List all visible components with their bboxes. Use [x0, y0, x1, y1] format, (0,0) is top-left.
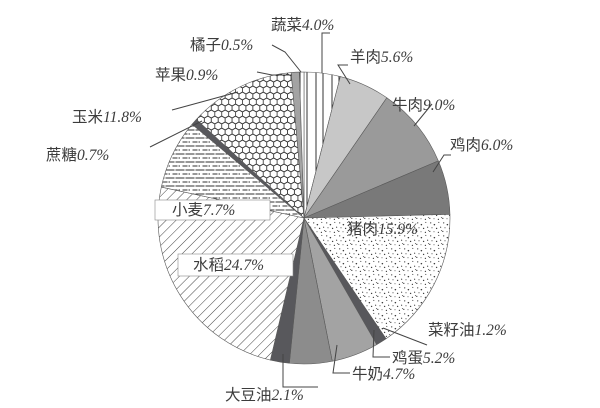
svg-text:牛奶4.7%: 牛奶4.7%	[352, 365, 415, 383]
svg-text:大豆油2.1%: 大豆油2.1%	[225, 386, 304, 404]
svg-text:菜籽油1.2%: 菜籽油1.2%	[428, 321, 507, 339]
svg-text:橘子0.5%: 橘子0.5%	[190, 36, 253, 54]
svg-text:水稻24.7%: 水稻24.7%	[193, 256, 264, 274]
svg-text:鸡肉6.0%: 鸡肉6.0%	[450, 136, 513, 154]
svg-text:蔬菜4.0%: 蔬菜4.0%	[271, 16, 334, 34]
svg-text:蔗糖0.7%: 蔗糖0.7%	[46, 146, 109, 164]
svg-text:牛肉9.0%: 牛肉9.0%	[392, 96, 455, 114]
svg-text:苹果0.9%: 苹果0.9%	[155, 66, 218, 84]
svg-text:鸡蛋5.2%: 鸡蛋5.2%	[392, 349, 455, 367]
svg-text:猪肉15.9%: 猪肉15.9%	[347, 220, 418, 238]
svg-text:玉米11.8%: 玉米11.8%	[72, 108, 142, 126]
svg-text:羊肉5.6%: 羊肉5.6%	[350, 48, 413, 66]
svg-text:小麦7.7%: 小麦7.7%	[172, 201, 235, 219]
